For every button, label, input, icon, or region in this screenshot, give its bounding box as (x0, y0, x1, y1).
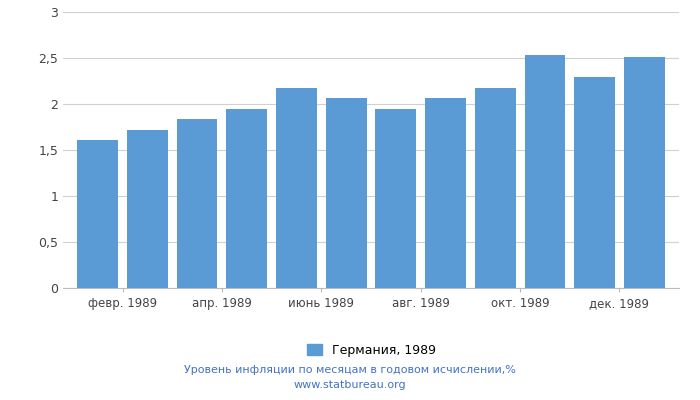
Bar (127, 130, 168, 288)
Bar (524, 55, 565, 288)
Text: www.statbureau.org: www.statbureau.org (294, 380, 406, 390)
Text: Уровень инфляции по месяцам в годовом исчислении,%: Уровень инфляции по месяцам в годовом ис… (184, 365, 516, 375)
Bar (375, 108, 416, 288)
Bar (326, 98, 367, 288)
Bar (177, 119, 218, 288)
Bar (226, 108, 267, 288)
Bar (574, 77, 615, 288)
Legend: Германия, 1989: Германия, 1989 (307, 344, 435, 357)
Bar (276, 88, 317, 288)
Bar (475, 88, 516, 288)
Bar (78, 140, 118, 288)
Bar (425, 98, 466, 288)
Bar (624, 57, 664, 288)
